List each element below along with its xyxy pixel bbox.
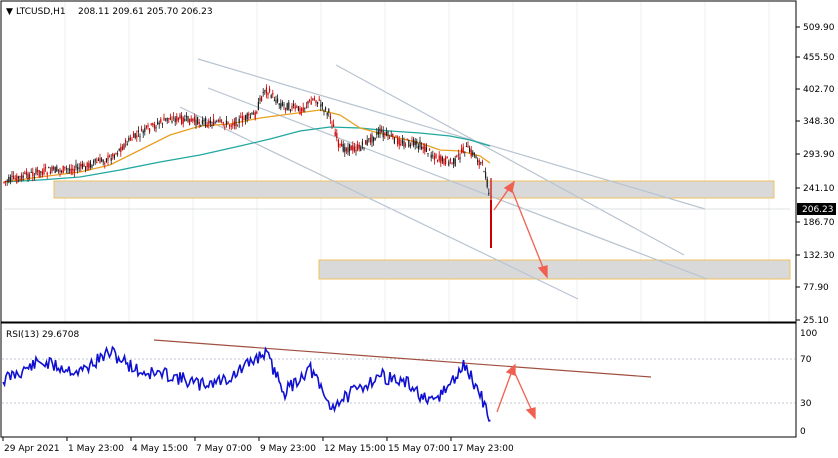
current-price-tag: 206.23 <box>797 203 836 215</box>
rsi-level-label: 100 <box>800 329 817 339</box>
trendline-lower[interactable] <box>179 106 579 300</box>
projection-arrows <box>493 180 548 279</box>
trendline-steep-1[interactable] <box>335 64 685 256</box>
time-tick-label: 1 May 23:00 <box>68 444 124 454</box>
rsi-line <box>2 345 491 422</box>
rsi-title: RSI(13) 29.6708 <box>6 330 79 340</box>
price-axis: 509.90 455.50 402.70 348.30 293.90 241.10 186.… <box>796 23 835 326</box>
support-zone[interactable] <box>318 259 791 280</box>
trendline-upper[interactable] <box>197 58 706 210</box>
rsi-panel[interactable] <box>0 322 797 438</box>
resistance-zone[interactable] <box>53 180 775 199</box>
rsi-arrow-up-icon <box>505 363 516 376</box>
symbol-timeframe-label: LTCUSD,H1 <box>16 7 66 17</box>
rsi-arrow-down-icon <box>525 407 536 420</box>
time-tick-label: 7 May 07:00 <box>196 444 252 454</box>
ohlc-values: 208.11 209.61 205.70 206.23 <box>78 7 213 17</box>
moving-average-slow <box>3 126 491 183</box>
rsi-level-label: 30 <box>800 399 812 409</box>
time-tick-label: 4 May 15:00 <box>132 444 188 454</box>
rsi-projection-arrows <box>496 363 536 420</box>
time-tick-label: 12 May 15:00 <box>324 444 386 454</box>
rsi-trendline[interactable] <box>153 339 652 378</box>
time-axis: 29 Apr 2021 1 May 23:00 4 May 15:00 7 May 0… <box>2 437 514 454</box>
price-tick-label: 455.50 <box>803 53 835 63</box>
time-tick-label: 29 Apr 2021 <box>4 444 60 454</box>
rsi-grid <box>2 358 795 404</box>
time-tick-label: 15 May 07:00 <box>388 444 450 454</box>
price-tick-label: 241.10 <box>803 184 835 194</box>
rsi-level-label: 0 <box>800 427 806 437</box>
rsi-axis: 100 70 30 0 <box>800 329 817 437</box>
price-candles[interactable] <box>3 84 492 248</box>
trendlines <box>4 58 790 300</box>
price-tick-label: 293.90 <box>803 150 835 160</box>
price-tick-label: 348.30 <box>803 117 835 127</box>
price-tick-label: 402.70 <box>803 85 835 95</box>
price-tick-label: 77.90 <box>803 283 829 293</box>
menu-arrow-icon[interactable]: ▼ <box>6 7 13 17</box>
arrow-down-icon <box>537 265 548 279</box>
price-tick-label: 25.10 <box>803 316 829 326</box>
time-tick-label: 9 May 23:00 <box>260 444 316 454</box>
rsi-level-label: 70 <box>800 355 812 365</box>
current-price-label: 206.23 <box>802 205 834 215</box>
price-tick-label: 132.30 <box>803 251 835 261</box>
price-tick-label: 509.90 <box>803 23 835 33</box>
price-tick-label: 186.70 <box>803 218 835 228</box>
time-tick-label: 17 May 23:00 <box>452 444 514 454</box>
moving-average-fast <box>3 109 491 183</box>
trendline-steep-2[interactable] <box>207 87 708 280</box>
